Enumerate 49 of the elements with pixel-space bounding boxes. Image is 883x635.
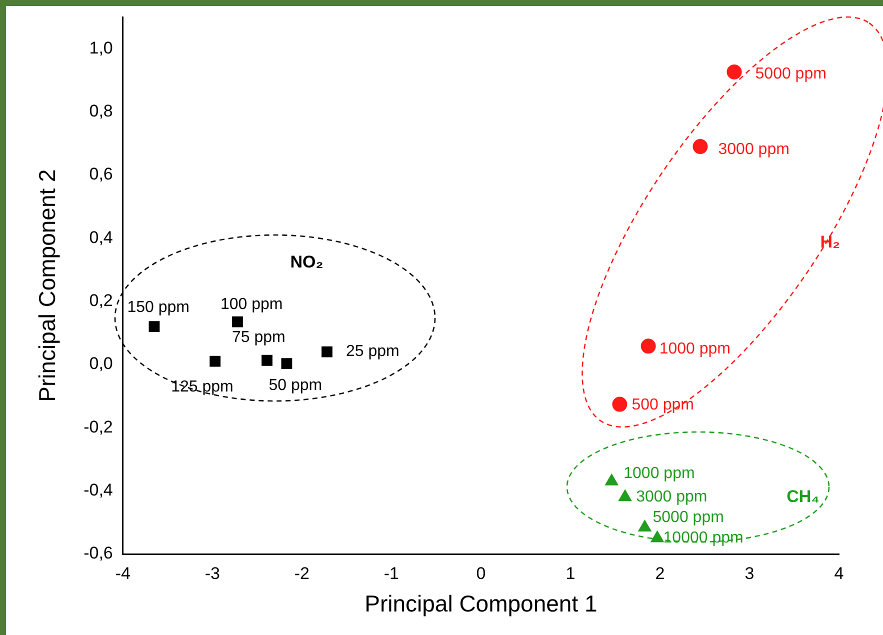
annotation: 100 ppm bbox=[220, 296, 283, 314]
x-tick-label: -1 bbox=[384, 564, 399, 583]
annotation: 75 ppm bbox=[232, 328, 286, 346]
x-tick-label: -3 bbox=[204, 564, 220, 583]
annotation: 50 ppm bbox=[268, 376, 322, 394]
text: NO₂ bbox=[290, 252, 324, 272]
y-tick-label: -0,4 bbox=[84, 480, 113, 500]
text: H₂ bbox=[820, 232, 840, 252]
text: CH₄ bbox=[786, 487, 820, 506]
x-tick-label: 2 bbox=[655, 564, 665, 583]
point bbox=[148, 321, 160, 332]
annotation: 1000 ppm bbox=[659, 340, 731, 358]
x-tick-label: -4 bbox=[115, 564, 130, 583]
point bbox=[322, 346, 332, 358]
point bbox=[638, 520, 652, 532]
point bbox=[262, 354, 272, 366]
y-tick-label: 0,8 bbox=[89, 101, 113, 120]
y-tick-label: -0,2 bbox=[84, 417, 113, 436]
y-tick-label: 0,4 bbox=[89, 228, 113, 247]
y-tick-label: 0,0 bbox=[89, 354, 113, 374]
annotation: 5000 ppm bbox=[652, 508, 724, 526]
annotation: 500 ppm bbox=[632, 396, 694, 414]
y-tick-label: 0,6 bbox=[89, 164, 113, 184]
x-tick-label: 0 bbox=[476, 564, 486, 583]
point bbox=[650, 530, 664, 542]
y-axis-title: Principal Component 2 bbox=[34, 169, 60, 402]
y-tick-label: -0,6 bbox=[84, 544, 113, 563]
point bbox=[605, 474, 618, 486]
x-tick-label: 4 bbox=[834, 564, 844, 583]
point bbox=[281, 358, 292, 369]
x-tick-label: -2 bbox=[294, 564, 310, 583]
point bbox=[640, 338, 656, 354]
annotation: 1000 ppm bbox=[624, 464, 695, 482]
x-tick-label: 3 bbox=[744, 564, 754, 583]
annotation: 25 ppm bbox=[346, 343, 400, 360]
annotation: 125 ppm bbox=[171, 378, 234, 396]
y-tick-label: 1,0 bbox=[89, 38, 113, 58]
y-tick-label: 0,2 bbox=[89, 290, 113, 310]
annotation: 3000 ppm bbox=[636, 488, 708, 506]
point bbox=[210, 356, 221, 367]
point bbox=[612, 396, 628, 412]
x-axis-title: Principal Component 1 bbox=[364, 590, 598, 617]
point bbox=[232, 316, 243, 328]
annotation: 150 ppm bbox=[127, 298, 190, 316]
point bbox=[618, 490, 632, 502]
annotation: 5000 ppm bbox=[755, 65, 826, 82]
x-tick-label: 1 bbox=[566, 564, 576, 583]
annotation: 3000 ppm bbox=[718, 140, 790, 158]
point bbox=[692, 139, 708, 154]
